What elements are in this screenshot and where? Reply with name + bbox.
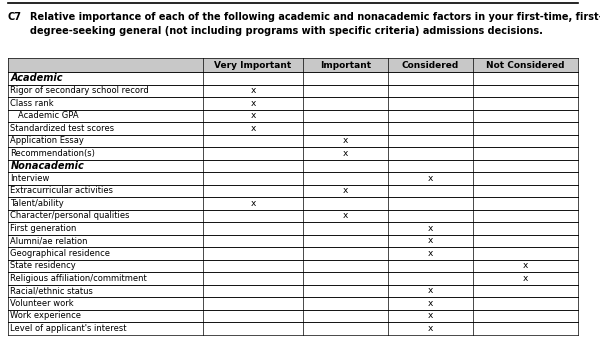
Text: Alumni/ae relation: Alumni/ae relation — [10, 236, 88, 245]
Bar — [8, 272, 578, 284]
Text: x: x — [428, 299, 433, 308]
Text: x: x — [250, 124, 256, 133]
Bar — [8, 172, 578, 184]
Text: Very Important: Very Important — [214, 61, 292, 69]
Bar — [8, 122, 578, 134]
Text: Academic: Academic — [11, 73, 64, 83]
Text: x: x — [428, 224, 433, 233]
Text: Relative importance of each of the following academic and nonacademic factors in: Relative importance of each of the follo… — [30, 12, 600, 36]
Bar — [8, 210, 578, 222]
Text: x: x — [250, 111, 256, 120]
Text: x: x — [343, 211, 348, 220]
Text: C7: C7 — [8, 12, 22, 22]
Text: x: x — [343, 136, 348, 145]
Bar — [8, 147, 578, 159]
Bar — [8, 58, 578, 72]
Text: x: x — [523, 274, 528, 283]
Text: Important: Important — [320, 61, 371, 69]
Text: x: x — [250, 199, 256, 208]
Bar — [8, 197, 578, 210]
Bar — [8, 134, 578, 147]
Text: Interview: Interview — [10, 174, 49, 183]
Bar — [8, 159, 578, 172]
Text: Rigor of secondary school record: Rigor of secondary school record — [10, 86, 149, 95]
Bar — [8, 284, 578, 297]
Bar — [8, 222, 578, 235]
Text: x: x — [428, 236, 433, 245]
Text: Geographical residence: Geographical residence — [10, 249, 110, 258]
Text: x: x — [428, 286, 433, 295]
Bar — [8, 309, 578, 322]
Text: State residency: State residency — [10, 261, 76, 270]
Text: Work experience: Work experience — [10, 311, 81, 320]
Text: Class rank: Class rank — [10, 99, 53, 108]
Text: x: x — [428, 311, 433, 320]
Bar — [8, 259, 578, 272]
Text: Application Essay: Application Essay — [10, 136, 84, 145]
Bar — [8, 72, 578, 85]
Text: Considered: Considered — [402, 61, 459, 69]
Text: Level of applicant's interest: Level of applicant's interest — [10, 324, 127, 333]
Text: Standardized test scores: Standardized test scores — [10, 124, 114, 133]
Text: Religious affiliation/commitment: Religious affiliation/commitment — [10, 274, 147, 283]
Text: Academic GPA: Academic GPA — [18, 111, 79, 120]
Text: x: x — [428, 324, 433, 333]
Bar — [8, 297, 578, 309]
Bar — [8, 97, 578, 110]
Text: Racial/ethnic status: Racial/ethnic status — [10, 286, 93, 295]
Text: x: x — [343, 186, 348, 195]
Text: x: x — [428, 249, 433, 258]
Bar — [8, 85, 578, 97]
Bar — [8, 110, 578, 122]
Bar — [8, 235, 578, 247]
Text: x: x — [250, 99, 256, 108]
Text: Character/personal qualities: Character/personal qualities — [10, 211, 130, 220]
Bar — [8, 247, 578, 259]
Text: Recommendation(s): Recommendation(s) — [10, 149, 95, 158]
Bar — [8, 322, 578, 335]
Text: x: x — [343, 149, 348, 158]
Text: x: x — [523, 261, 528, 270]
Text: Volunteer work: Volunteer work — [10, 299, 74, 308]
Text: Nonacademic: Nonacademic — [11, 161, 85, 171]
Text: Talent/ability: Talent/ability — [10, 199, 64, 208]
Text: x: x — [428, 174, 433, 183]
Bar — [8, 184, 578, 197]
Text: Not Considered: Not Considered — [486, 61, 565, 69]
Text: First generation: First generation — [10, 224, 76, 233]
Text: Extracurricular activities: Extracurricular activities — [10, 186, 113, 195]
Text: x: x — [250, 86, 256, 95]
